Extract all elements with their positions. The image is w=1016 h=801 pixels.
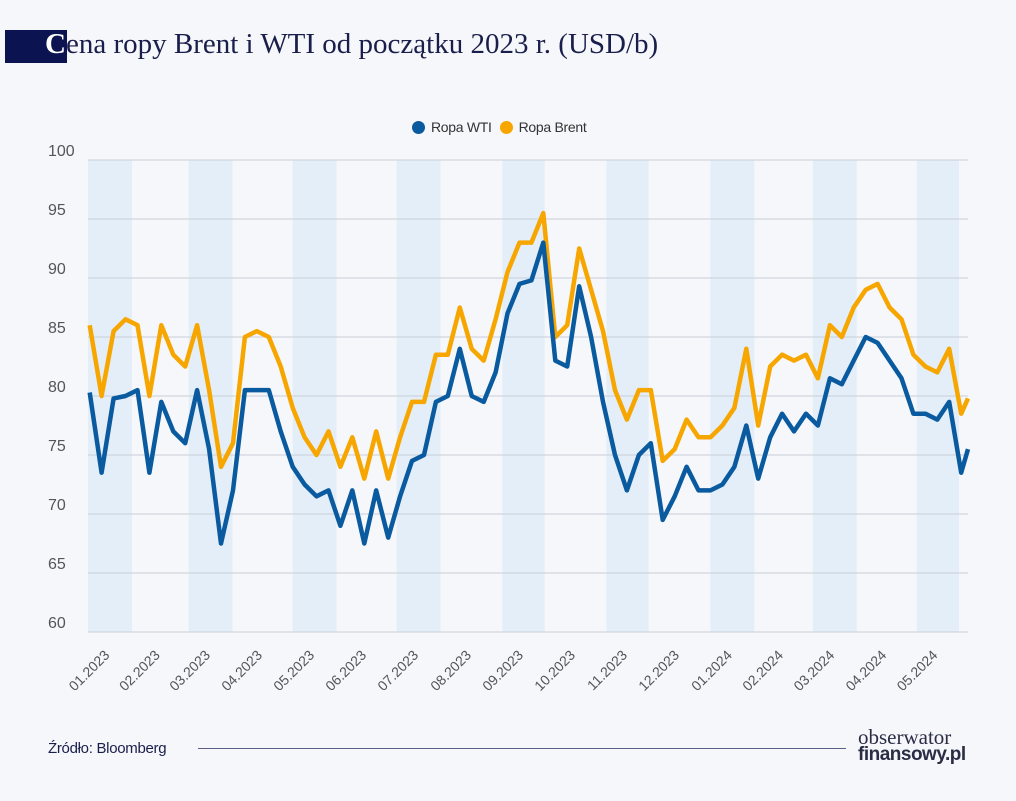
x-tick-label: 04.2024 [842, 647, 889, 694]
x-tick-label: 07.2023 [374, 647, 421, 694]
logo-line2: finansowy.pl [858, 744, 966, 765]
x-tick-label: 03.2024 [790, 647, 837, 694]
x-tick-label: 05.2023 [270, 647, 317, 694]
y-tick-label: 65 [48, 556, 66, 573]
x-tick-label: 10.2023 [531, 647, 578, 694]
x-tick-label: 01.2024 [688, 647, 735, 694]
footer-divider [198, 748, 846, 749]
legend-label-wti: Ropa WTI [431, 119, 492, 135]
x-tick-label: 03.2023 [166, 647, 213, 694]
wti-line [87, 240, 971, 546]
legend-label-brent: Ropa Brent [518, 119, 587, 135]
y-tick-label: 90 [48, 261, 66, 278]
brent-line [87, 210, 971, 481]
title-highlight-box [5, 30, 67, 63]
gridlines [88, 159, 968, 633]
source-note: Źródło: Bloomberg [48, 740, 167, 757]
y-tick-label: 85 [48, 320, 66, 337]
x-tick-label: 05.2024 [893, 647, 940, 694]
brent-marker-icon [499, 120, 513, 134]
y-tick-label: 75 [48, 438, 66, 455]
logo-line1: obserwator [858, 725, 952, 749]
x-tick-label: 08.2023 [427, 647, 474, 694]
legend: Ropa WTI Ropa Brent [412, 119, 594, 135]
x-axis-labels: 01.2023 02.2023 03.2023 04.2023 05.2023 06.20… [65, 647, 940, 694]
x-tick-label: 04.2023 [218, 647, 265, 694]
title-first-letter: C [45, 28, 66, 60]
publisher-logo: obserwator finansowy.pl [858, 725, 966, 765]
x-tick-label: 06.2023 [322, 647, 369, 694]
legend-item-brent: Ropa Brent [499, 119, 587, 135]
x-tick-label: 01.2023 [65, 647, 112, 694]
legend-item-wti: Ropa WTI [412, 119, 492, 135]
series-lines [87, 210, 971, 546]
chart-title: Cena ropy Brent i WTI od początku 2023 r… [45, 28, 658, 61]
title-text: ena ropy Brent i WTI od początku 2023 r.… [65, 28, 659, 60]
y-tick-label: 80 [48, 379, 66, 396]
x-tick-label: 09.2023 [479, 647, 526, 694]
y-axis-labels: 60 65 70 75 80 85 90 95 100 [48, 143, 75, 632]
y-tick-label: 60 [48, 615, 66, 632]
y-tick-label: 70 [48, 497, 66, 514]
y-tick-label: 100 [48, 143, 75, 160]
x-tick-label: 12.2023 [635, 647, 682, 694]
x-tick-label: 02.2024 [739, 647, 786, 694]
x-tick-label: 02.2023 [116, 647, 163, 694]
y-tick-label: 95 [48, 202, 66, 219]
wti-marker-icon [412, 120, 425, 134]
x-tick-label: 11.2023 [584, 647, 631, 694]
